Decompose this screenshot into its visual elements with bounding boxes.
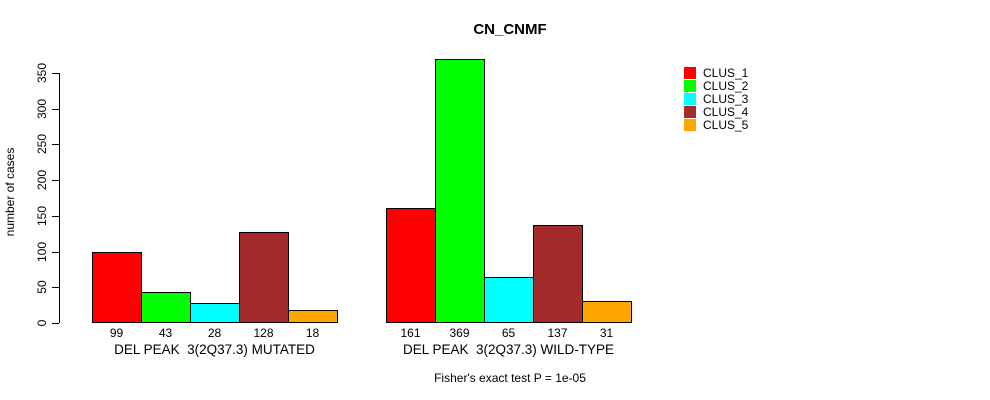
group-label: DEL PEAK 3(2Q37.3) MUTATED <box>114 342 315 357</box>
legend-row-clus_3: CLUS_3 <box>684 91 749 106</box>
legend-row-clus_4: CLUS_4 <box>684 104 749 119</box>
chart-title: CN_CNMF <box>473 21 547 38</box>
y-tick-label: 300 <box>35 98 49 120</box>
y-axis-label: number of cases <box>3 147 17 237</box>
y-tick-mark <box>52 216 59 217</box>
y-tick-label: 200 <box>35 169 49 191</box>
legend-label: CLUS_2 <box>703 78 749 93</box>
legend-label: CLUS_4 <box>703 104 749 119</box>
legend-row-clus_5: CLUS_5 <box>684 117 749 132</box>
legend-label: CLUS_1 <box>703 65 749 80</box>
y-tick-mark <box>52 73 59 74</box>
legend-swatch-clus_1 <box>684 66 696 79</box>
y-tick-label: 250 <box>35 133 49 155</box>
bar-clus_4-group1 <box>239 232 289 323</box>
legend-swatch-clus_4 <box>684 105 696 118</box>
group-label: DEL PEAK 3(2Q37.3) WILD-TYPE <box>402 342 615 357</box>
bar-value-label: 99 <box>109 326 124 340</box>
bar-value-label: 43 <box>158 326 173 340</box>
bar-clus_2-group2 <box>435 59 485 323</box>
bar-value-label: 31 <box>599 326 614 340</box>
bar-clus_5-group1 <box>288 310 338 323</box>
bar-value-label: 18 <box>305 326 320 340</box>
bar-value-label: 128 <box>253 326 274 340</box>
y-tick-mark <box>52 252 59 253</box>
legend: CLUS_1 CLUS_2 CLUS_3 CLUS_4 CLUS_5 <box>684 65 749 132</box>
legend-row-clus_2: CLUS_2 <box>684 78 749 93</box>
y-tick-label: 100 <box>35 241 49 263</box>
bar-clus_3-group1 <box>190 303 240 323</box>
bar-clus_1-group2 <box>386 208 436 323</box>
y-axis-line <box>59 73 60 323</box>
y-tick-label: 350 <box>35 62 49 84</box>
bar-clus_2-group1 <box>141 292 191 323</box>
legend-swatch-clus_2 <box>684 79 696 92</box>
y-tick-label: 50 <box>35 280 49 294</box>
y-tick-mark <box>52 287 59 288</box>
y-tick-label: 150 <box>35 205 49 227</box>
bar-clus_3-group2 <box>484 277 534 323</box>
y-tick-mark <box>52 109 59 110</box>
bar-value-label: 369 <box>449 326 470 340</box>
legend-swatch-clus_3 <box>684 92 696 105</box>
y-tick-label: 0 <box>35 319 49 327</box>
legend-label: CLUS_5 <box>703 117 749 132</box>
bar-value-label: 137 <box>547 326 568 340</box>
legend-label: CLUS_3 <box>703 91 749 106</box>
legend-row-clus_1: CLUS_1 <box>684 65 749 80</box>
bar-value-label: 161 <box>400 326 421 340</box>
annotation-fisher-test: Fisher's exact test P = 1e-05 <box>434 371 586 385</box>
bar-value-label: 28 <box>207 326 222 340</box>
bar-value-label: 65 <box>501 326 516 340</box>
bar-clus_5-group2 <box>582 301 632 323</box>
y-tick-mark <box>52 323 59 324</box>
bar-clus_1-group1 <box>92 252 142 323</box>
bar-clus_4-group2 <box>533 225 583 323</box>
y-tick-mark <box>52 180 59 181</box>
y-tick-mark <box>52 144 59 145</box>
legend-swatch-clus_5 <box>684 118 696 131</box>
